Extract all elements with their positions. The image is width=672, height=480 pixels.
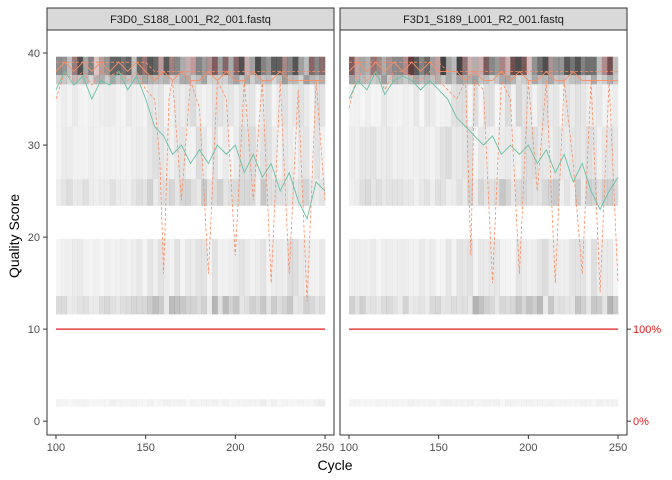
y-tick-label: 30 bbox=[28, 140, 40, 152]
x-tick-label: 200 bbox=[519, 442, 537, 454]
q25-line bbox=[55, 70, 326, 302]
panel-border bbox=[46, 29, 335, 436]
panel-background bbox=[47, 30, 334, 435]
median-line bbox=[55, 61, 325, 82]
right-axis-cumulative-reads: 100% 0% bbox=[627, 324, 661, 428]
x-tick-label: 150 bbox=[136, 442, 154, 454]
y-tick-label: 20 bbox=[28, 232, 40, 244]
right-tick-label: 100% bbox=[633, 324, 661, 336]
quality-heatmap bbox=[56, 56, 326, 407]
q25-line bbox=[348, 70, 619, 293]
facet-strip-title: F3D1_S189_L001_R2_001.fastq bbox=[403, 14, 564, 26]
mean-line bbox=[348, 70, 619, 211]
x-tick-label: 200 bbox=[226, 442, 244, 454]
y-axis-title: Quality Score bbox=[6, 194, 22, 278]
x-axis-title: Cycle bbox=[317, 457, 352, 473]
x-tick-label: 250 bbox=[316, 442, 334, 454]
facet-panel: F3D1_S189_L001_R2_001.fastq 100 150 200 250 bbox=[339, 7, 628, 454]
x-tick-label: 250 bbox=[609, 442, 627, 454]
facet-strip-title: F3D0_S188_L001_R2_001.fastq bbox=[110, 14, 271, 26]
y-tick-label: 10 bbox=[28, 324, 40, 336]
mean-line bbox=[55, 70, 326, 221]
y-axis: 0 10 20 30 40 bbox=[28, 48, 47, 428]
x-tick-label: 100 bbox=[47, 442, 65, 454]
x-tick-label: 100 bbox=[340, 442, 358, 454]
panel-border bbox=[339, 29, 628, 436]
x-tick-label: 150 bbox=[429, 442, 447, 454]
y-tick-label: 40 bbox=[28, 48, 40, 60]
right-tick-label: 0% bbox=[633, 416, 649, 428]
y-tick-label: 0 bbox=[34, 416, 40, 428]
facet-panel: F3D0_S188_L001_R2_001.fastq 100 150 200 250 bbox=[46, 7, 335, 454]
median-line bbox=[348, 61, 618, 82]
